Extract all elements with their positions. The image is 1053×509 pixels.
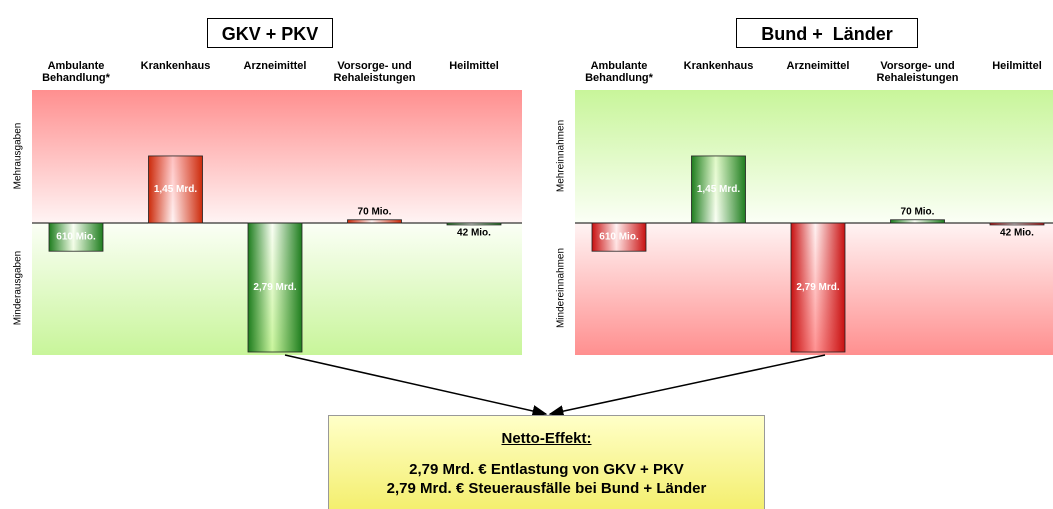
bar [890,219,945,224]
bar [446,222,502,226]
bar [347,219,402,224]
x-tick-label: Vorsorge- und Rehaleistungen [876,60,959,84]
value-label: 70 Mio. [358,206,392,217]
panel-title: Bund + Länder [736,18,918,48]
net-effect-box: Netto-Effekt: 2,79 Mrd. € Entlastung von… [328,415,765,509]
x-tick-label: Ambulante Behandlung* [585,60,653,84]
value-label: 42 Mio. [1000,228,1034,239]
x-tick-label: Ambulante Behandlung* [42,60,110,84]
y-label-bottom: Minderausgaben [13,251,24,326]
x-tick-label: Arzneimittel [786,60,850,72]
value-label: 42 Mio. [457,228,491,239]
value-label: 610 Mio. [56,232,96,243]
bar [790,222,846,353]
net-line: 2,79 Mrd. € Steuerausfälle bei Bund + Lä… [386,480,707,497]
y-label-top: Mehrausgaben [13,123,24,190]
x-tick-label: Arzneimittel [243,60,307,72]
bar [48,222,104,252]
y-label-top: Mehreinnahmen [556,120,567,192]
panel-title: GKV + PKV [207,18,333,48]
bar [247,222,303,353]
value-label: 70 Mio. [901,206,935,217]
value-label: 1,45 Mrd. [697,184,741,195]
bar [148,155,203,224]
y-label-bottom: Mindereinnahmen [556,248,567,328]
bar [989,222,1045,226]
x-tick-label: Vorsorge- und Rehaleistungen [333,60,416,84]
value-label: 1,45 Mrd. [154,184,198,195]
arrow [548,354,826,418]
bar [691,155,746,224]
value-label: 610 Mio. [599,232,639,243]
x-tick-label: Krankenhaus [140,60,211,72]
x-tick-label: Krankenhaus [683,60,754,72]
arrow [284,354,548,417]
band-top [32,90,522,223]
x-tick-label: Heilmittel [992,60,1042,72]
band-top [575,90,1053,223]
bar [591,222,647,252]
value-label: 2,79 Mrd. [253,282,297,293]
x-tick-label: Heilmittel [449,60,499,72]
value-label: 2,79 Mrd. [796,282,840,293]
net-line: 2,79 Mrd. € Entlastung von GKV + PKV [409,461,684,478]
net-heading: Netto-Effekt: [501,430,592,447]
